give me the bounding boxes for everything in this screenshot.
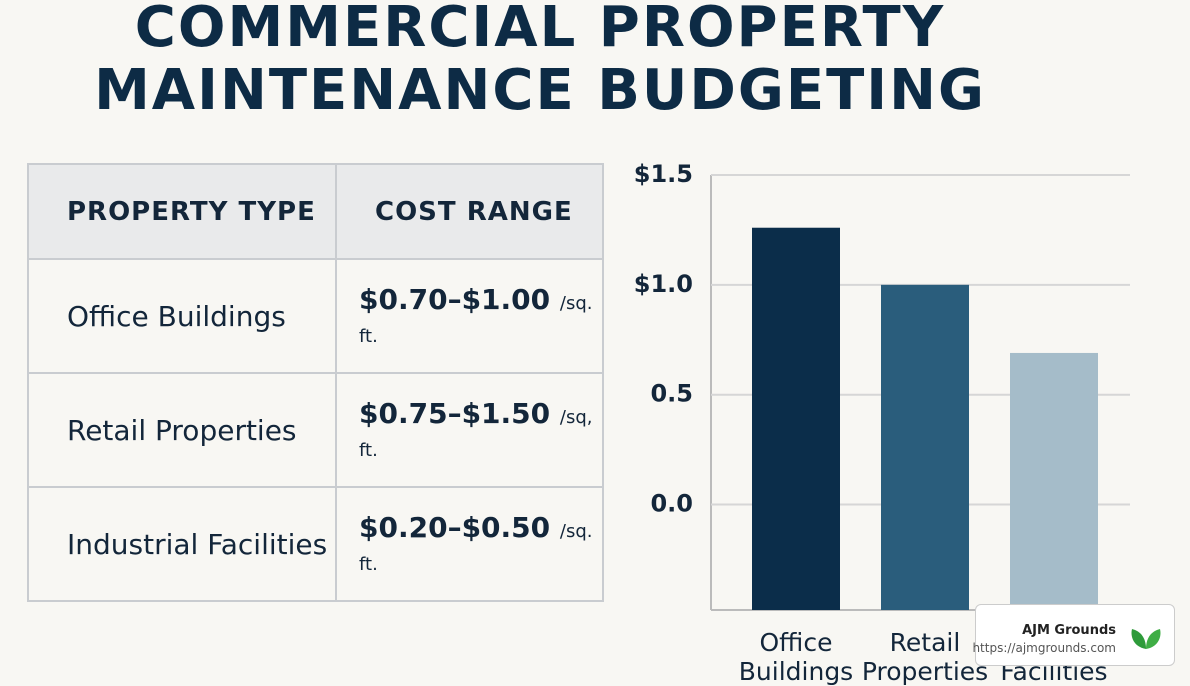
- watermark-url: https://ajmgrounds.com: [972, 641, 1116, 655]
- cell: Retail Properties: [27, 372, 337, 488]
- cell: $0.70–$1.00 /sq. ft.: [335, 258, 604, 374]
- cell: Office Buildings: [27, 258, 337, 374]
- watermark: AJM Grounds https://ajmgrounds.com: [972, 604, 1175, 666]
- cell: $0.20–$0.50 /sq. ft.: [335, 486, 604, 602]
- bar: [1010, 352, 1098, 610]
- logo: [1131, 629, 1161, 649]
- bar: [881, 284, 969, 610]
- y-tick-label: $1.0: [634, 270, 693, 298]
- cell: $0.75–$1.50 /sq, ft.: [335, 372, 604, 488]
- x-tick-label: Office Buildings: [738, 628, 854, 686]
- header-cell: COST RANGE: [335, 163, 604, 260]
- cost: $0.20–$0.50: [359, 511, 551, 544]
- watermark-name: AJM Grounds: [1022, 623, 1116, 638]
- cell: Industrial Facilities: [27, 486, 337, 602]
- bar: [752, 227, 840, 610]
- title: MAINTENANCE BUDGETING: [94, 58, 986, 123]
- unit: /sq. ft.: [359, 521, 593, 575]
- y-tick-label: 0.5: [650, 380, 693, 408]
- y-tick-label: 0.0: [650, 490, 693, 518]
- y-tick-label: $1.5: [634, 160, 693, 188]
- cost-table: PROPERTY TYPE COST RANGE Office Buildings…: [27, 163, 604, 602]
- header-cell: PROPERTY TYPE: [27, 163, 337, 260]
- cost: $0.75–$1.50: [359, 397, 551, 430]
- unit: /sq, ft.: [359, 407, 593, 461]
- unit: /sq. ft.: [359, 293, 593, 347]
- x-tick-label: Retail Properties: [861, 628, 989, 686]
- title: COMMERCIAL PROPERTY: [134, 0, 946, 60]
- cost: $0.70–$1.00: [359, 283, 551, 316]
